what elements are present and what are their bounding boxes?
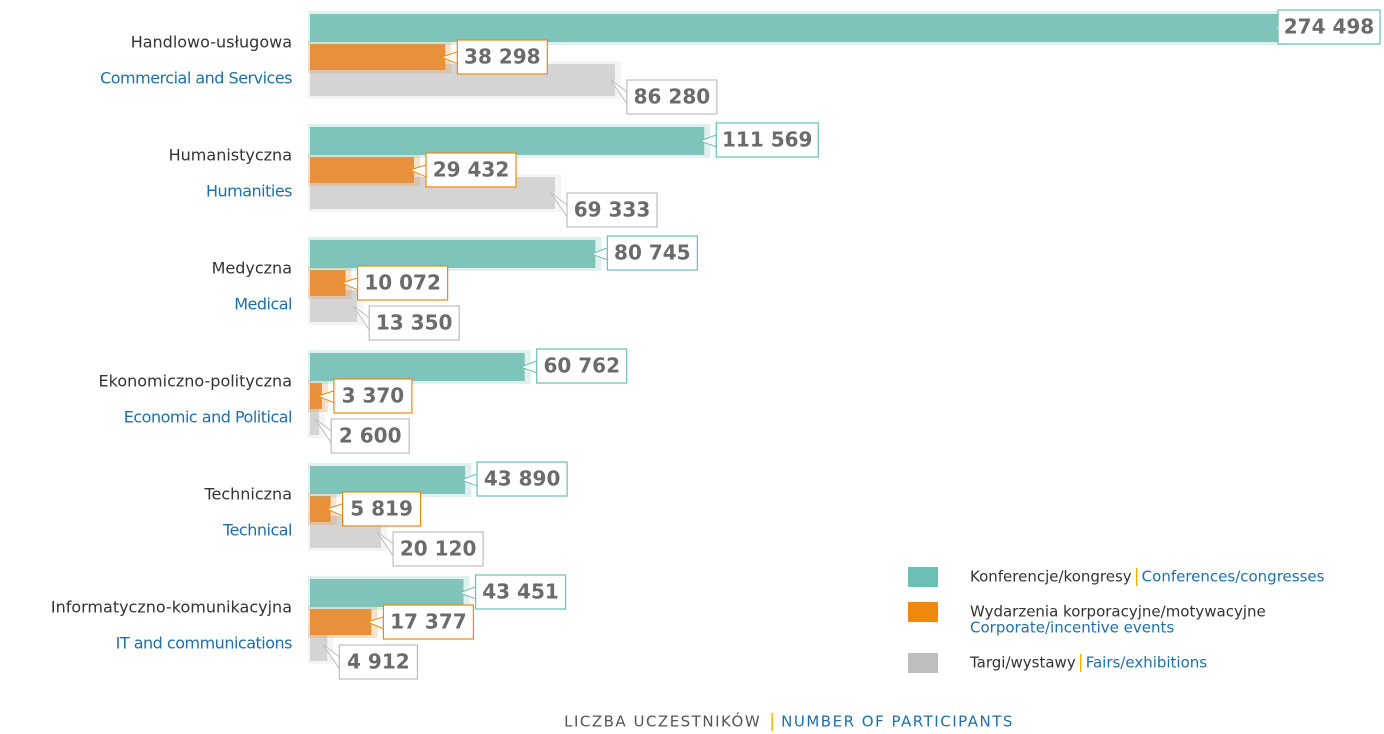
legend-label-en: Fairs/exhibitions: [1086, 654, 1208, 672]
value-label: 86 280: [634, 85, 711, 109]
value-label: 111 569: [722, 128, 812, 152]
value-label: 10 072: [364, 271, 441, 295]
value-label-box: [566, 192, 658, 228]
value-label-box: [330, 418, 410, 454]
bar: [310, 44, 446, 70]
value-label: 3 370: [342, 384, 405, 408]
value-label-box: [356, 265, 449, 301]
bar: [310, 270, 346, 296]
value-label: 80 745: [614, 241, 691, 265]
bar: [310, 157, 415, 183]
value-label-box: [715, 122, 819, 158]
legend-label-en: Corporate/incentive events: [970, 619, 1174, 637]
bar: [310, 383, 322, 409]
bar: [310, 629, 328, 661]
x-axis-label: LICZBA UCZESTNIKÓW: [564, 712, 761, 731]
value-label: 43 451: [482, 580, 559, 604]
legend-swatch: [908, 567, 938, 587]
legend-label: Konferencje/kongresy: [970, 568, 1132, 586]
category-label-en: Medical: [234, 295, 292, 314]
bar: [310, 496, 331, 522]
x-axis-label-en: NUMBER OF PARTICIPANTS: [781, 713, 1014, 731]
value-label: 43 890: [484, 467, 561, 491]
value-label: 69 333: [574, 198, 651, 222]
value-label-box: [392, 531, 484, 567]
value-label-box: [341, 491, 422, 527]
bar: [310, 353, 525, 381]
category-label-en: Commercial and Services: [100, 69, 292, 88]
legend-label: Targi/wystawy: [969, 654, 1076, 672]
value-label: 17 377: [390, 610, 467, 634]
axis-title: LICZBA UCZESTNIKÓW NUMBER OF PARTICIPANTS: [564, 712, 1014, 731]
legend-swatch: [908, 602, 938, 622]
value-label: 5 819: [350, 497, 413, 521]
category-label: Ekonomiczno-polityczna: [99, 372, 292, 391]
value-label-box: [333, 378, 413, 414]
category-label: Humanistyczna: [169, 146, 292, 165]
value-label-box: [606, 235, 698, 271]
bar: [310, 466, 466, 494]
bar: [310, 579, 464, 607]
value-label-box: [626, 79, 718, 115]
value-label-box: [1277, 9, 1381, 45]
legend-label: Wydarzenia korporacyjne/motywacyjne: [970, 603, 1266, 621]
value-label: 29 432: [433, 158, 510, 182]
category-label-en: Technical: [222, 521, 292, 540]
category-label-en: Economic and Political: [124, 408, 292, 427]
bar: [310, 127, 705, 155]
value-label: 38 298: [464, 45, 541, 69]
value-label: 20 120: [400, 537, 477, 561]
category-label: Techniczna: [203, 485, 292, 504]
value-label: 60 762: [543, 354, 620, 378]
category-label: Medyczna: [212, 259, 292, 278]
value-label: 2 600: [339, 424, 402, 448]
legend-swatch: [908, 653, 938, 673]
bar: [310, 609, 372, 635]
category-label: Informatyczno-komunikacyjna: [51, 598, 292, 617]
value-label-box: [425, 152, 517, 188]
value-label: 274 498: [1284, 15, 1374, 39]
value-label-box: [368, 305, 460, 341]
value-label-box: [456, 39, 548, 75]
legend-label-en: Conferences/congresses: [1142, 568, 1325, 586]
bar: [310, 14, 1280, 42]
value-label: 4 912: [347, 650, 410, 674]
value-label-box: [338, 644, 418, 680]
category-label-en: Humanities: [206, 182, 292, 201]
bar: [310, 403, 320, 435]
category-label: Handlowo-usługowa: [131, 33, 292, 52]
value-label-box: [476, 461, 568, 497]
value-label-box: [536, 348, 628, 384]
category-label-en: IT and communications: [116, 634, 293, 653]
bar: [310, 240, 596, 268]
value-label-box: [474, 574, 567, 610]
value-label: 13 350: [376, 311, 453, 335]
value-label-box: [382, 604, 475, 640]
